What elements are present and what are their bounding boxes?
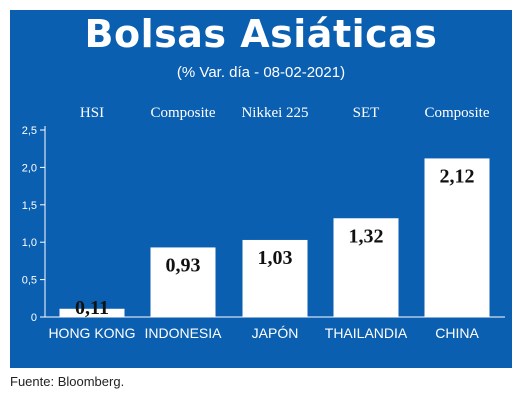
y-tick-label: 2,0 <box>22 162 37 174</box>
index-name-label: SET <box>353 105 380 121</box>
y-tick-label: 2,5 <box>22 125 37 137</box>
value-label: 0,11 <box>75 297 109 319</box>
category-label: JAPÓN <box>252 325 299 341</box>
y-tick-label: 1,0 <box>22 237 37 249</box>
category-label: HONG KONG <box>48 325 135 341</box>
y-tick-label: 0,5 <box>22 275 37 287</box>
bar <box>59 308 125 317</box>
value-label: 2,12 <box>440 165 475 187</box>
index-name-label: Nikkei 225 <box>241 105 308 121</box>
bar <box>424 158 490 317</box>
bar <box>150 247 216 317</box>
bar <box>333 218 399 317</box>
chart-title: Bolsas Asiáticas <box>84 12 438 56</box>
category-label: CHINA <box>435 325 479 341</box>
value-label: 0,93 <box>166 254 201 276</box>
source-note: Fuente: Bloomberg. <box>10 374 125 389</box>
index-name-label: Composite <box>424 105 489 121</box>
category-label: INDONESIA <box>144 325 222 341</box>
value-label: 1,03 <box>258 247 293 269</box>
category-label: THAILANDIA <box>325 325 408 341</box>
chart-subtitle: (% Var. día - 08-02-2021) <box>176 64 346 81</box>
bar <box>242 239 308 317</box>
y-tick-label: 1,5 <box>22 200 37 212</box>
y-tick-label: 0 <box>31 312 37 324</box>
value-label: 1,32 <box>349 225 384 247</box>
index-name-label: Composite <box>150 105 215 121</box>
index-name-label: HSI <box>80 105 104 121</box>
